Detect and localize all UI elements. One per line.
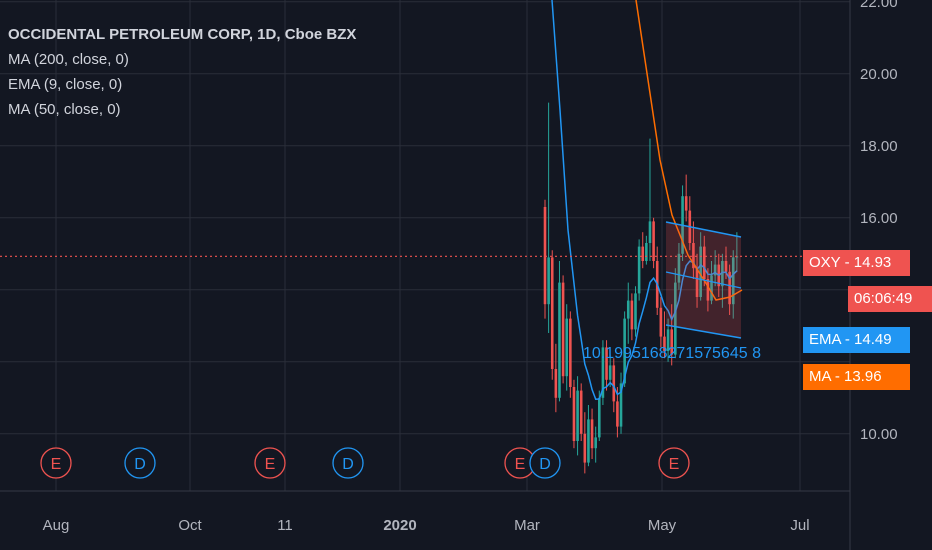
- candle-body: [572, 387, 576, 441]
- candle-body: [587, 419, 590, 463]
- y-tick-label: 18.00: [860, 138, 898, 155]
- event-marker-e[interactable]: E: [504, 447, 536, 479]
- candle-body: [583, 433, 587, 463]
- candle-body: [645, 243, 648, 261]
- candle-body: [626, 300, 630, 319]
- candle-body: [659, 307, 663, 337]
- countdown-tag: 06:06:49: [848, 286, 932, 312]
- x-tick-label: Aug: [43, 517, 70, 534]
- x-tick-label: Mar: [514, 517, 540, 534]
- candle-body: [721, 261, 724, 287]
- ma-line: [635, 0, 743, 301]
- candle-body: [616, 401, 619, 427]
- event-marker-d[interactable]: D: [332, 447, 364, 479]
- candle-body: [684, 196, 688, 211]
- pattern-annotation: 10.1995168271575645 8: [583, 345, 761, 362]
- indicator-ma50[interactable]: MA (50, close, 0): [8, 101, 121, 118]
- candle-body: [637, 246, 641, 294]
- event-circle: [332, 447, 364, 479]
- event-label: E: [51, 456, 62, 473]
- candle-body: [605, 347, 608, 380]
- candle-body: [576, 390, 579, 441]
- candle-body: [594, 437, 597, 449]
- candle-body: [598, 397, 601, 438]
- candle-body: [706, 279, 710, 301]
- event-marker-e[interactable]: E: [254, 447, 286, 479]
- event-label: D: [342, 456, 354, 473]
- price-tag-ema: EMA - 14.49: [803, 327, 910, 353]
- symbol-title: OCCIDENTAL PETROLEUM CORP, 1D, Cboe BZX: [8, 26, 357, 43]
- channel-lower-line: [665, 324, 742, 339]
- event-label: D: [134, 456, 146, 473]
- channel-upper-line: [665, 221, 742, 238]
- candle-body: [579, 390, 583, 434]
- x-tick-label: 2020: [383, 517, 416, 534]
- candle-body: [652, 221, 655, 261]
- candle-body: [670, 329, 673, 355]
- event-circle: [124, 447, 156, 479]
- y-tick-label: 10.00: [860, 426, 898, 443]
- candle-body: [623, 318, 626, 384]
- event-circle: [658, 447, 690, 479]
- x-tick-label: Jul: [790, 517, 809, 534]
- candle-body: [608, 365, 612, 380]
- x-tick-label: May: [648, 517, 677, 534]
- candle-body: [710, 275, 713, 301]
- candle-body: [543, 207, 547, 305]
- event-circle: [254, 447, 286, 479]
- event-marker-d[interactable]: D: [124, 447, 156, 479]
- candle-body: [728, 271, 731, 305]
- candle-body: [692, 243, 695, 269]
- candle-body: [569, 318, 572, 387]
- candle-body: [561, 282, 565, 377]
- event-label: D: [539, 456, 551, 473]
- x-tick-label: 11: [277, 517, 293, 534]
- candle-body: [550, 257, 554, 369]
- grid: [0, 0, 850, 491]
- event-marker-d[interactable]: D: [529, 447, 561, 479]
- event-marker-e[interactable]: E: [40, 447, 72, 479]
- candle-body: [634, 293, 637, 330]
- candle-body: [648, 221, 652, 243]
- event-marker-e[interactable]: E: [658, 447, 690, 479]
- candle-body: [663, 336, 666, 351]
- price-tag-oxy: OXY - 14.93: [803, 250, 910, 276]
- event-label: E: [515, 456, 526, 473]
- candle-body: [547, 257, 550, 305]
- y-tick-label: 22.00: [860, 0, 898, 11]
- indicator-ema9[interactable]: EMA (9, close, 0): [8, 76, 123, 93]
- candle-body: [558, 282, 561, 398]
- event-circle: [529, 447, 561, 479]
- candle-body: [731, 257, 735, 305]
- candles: [543, 102, 739, 474]
- candle-body: [702, 246, 706, 279]
- candle-body: [630, 300, 634, 330]
- event-label: E: [265, 456, 276, 473]
- y-tick-label: 16.00: [860, 210, 898, 227]
- candle-body: [554, 369, 558, 398]
- candle-body: [565, 318, 569, 377]
- chart-legend: OCCIDENTAL PETROLEUM CORP, 1D, Cboe BZX …: [8, 22, 356, 122]
- event-circle: [40, 447, 72, 479]
- candle-body: [590, 419, 594, 449]
- price-tag-ma: MA - 13.96: [803, 364, 910, 390]
- candle-body: [677, 253, 681, 283]
- candle-body: [619, 383, 623, 427]
- candle-body: [666, 329, 670, 351]
- event-label: E: [669, 456, 680, 473]
- candle-body: [699, 246, 702, 297]
- channel-mid-line: [665, 271, 742, 289]
- candle-body: [674, 282, 677, 355]
- y-tick-label: 20.00: [860, 66, 898, 83]
- ema-line: [551, 0, 738, 400]
- candle-body: [641, 246, 645, 261]
- indicator-ma200[interactable]: MA (200, close, 0): [8, 51, 129, 68]
- x-tick-label: Oct: [178, 517, 202, 534]
- candle-body: [612, 365, 616, 402]
- candle-body: [601, 347, 605, 398]
- candle-body: [713, 264, 717, 276]
- candle-body: [695, 268, 699, 297]
- candle-body: [724, 261, 728, 272]
